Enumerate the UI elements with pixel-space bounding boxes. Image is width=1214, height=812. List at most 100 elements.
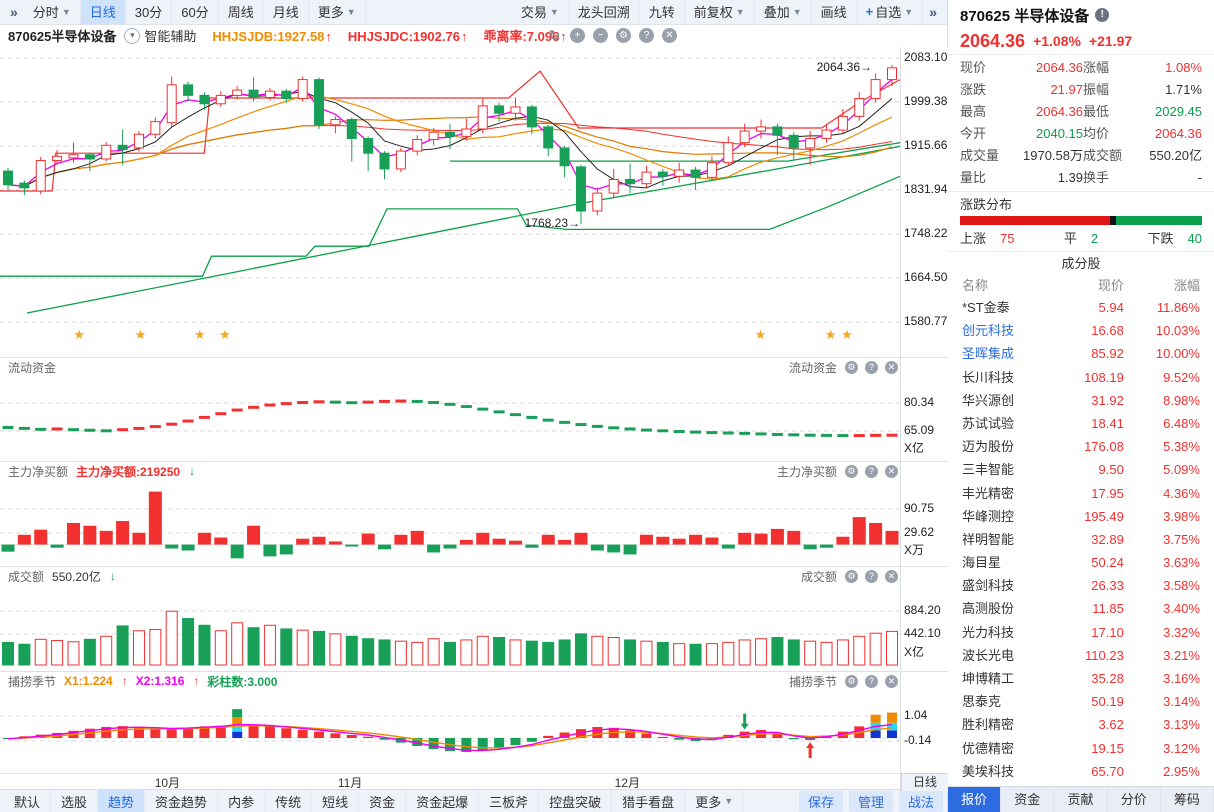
strategy-tab-默认[interactable]: 默认: [4, 790, 52, 812]
stock-name[interactable]: 高测股份: [962, 601, 1015, 617]
period-tab-60分[interactable]: 60分: [172, 0, 219, 24]
period-label[interactable]: 日线: [901, 772, 948, 791]
action-button-管理[interactable]: 管理: [848, 790, 893, 812]
stock-name[interactable]: 思泰克: [962, 694, 1002, 710]
constituent-row[interactable]: 优德精密 19.15 3.12%: [948, 737, 1214, 760]
period-tab-周线[interactable]: 周线: [219, 0, 264, 24]
constituent-row[interactable]: 胜利精密 3.62 3.13%: [948, 713, 1214, 736]
tool-tab-九转[interactable]: 九转: [640, 0, 685, 24]
tool-tab-交易[interactable]: 交易 ▼: [512, 0, 569, 24]
period-tab-30分[interactable]: 30分: [126, 0, 173, 24]
constituent-row[interactable]: 长川科技 108.19 9.52%: [948, 366, 1214, 389]
stock-name[interactable]: 三丰智能: [962, 462, 1015, 478]
constituent-row[interactable]: 苏试试验 18.41 6.48%: [948, 412, 1214, 435]
constituent-row[interactable]: 迈为股份 176.08 5.38%: [948, 435, 1214, 458]
stock-name[interactable]: 波长光电: [962, 647, 1015, 663]
quote-tab-贡献[interactable]: 贡献: [1054, 787, 1108, 812]
toolbar-overflow-icon[interactable]: »: [929, 3, 937, 20]
strategy-tab-资金[interactable]: 资金: [359, 790, 407, 812]
strategy-tab-控盘突破[interactable]: 控盘突破: [539, 790, 613, 812]
action-button-战法[interactable]: 战法: [898, 790, 943, 812]
smart-assistant-button[interactable]: 智能辅助: [144, 29, 197, 45]
stock-name[interactable]: 华峰测控: [962, 508, 1015, 524]
stock-name[interactable]: 胜利精密: [962, 717, 1015, 733]
constituent-row[interactable]: 海目星 50.24 3.63%: [948, 551, 1214, 574]
column-header-3[interactable]: 涨幅: [1173, 278, 1200, 293]
tool-tab-龙头回溯[interactable]: 龙头回溯: [569, 0, 640, 24]
period-tab-更多[interactable]: 更多 ▼: [309, 0, 366, 24]
constituent-row[interactable]: 美埃科技 65.70 2.95%: [948, 760, 1214, 783]
strategy-tab-三板斧[interactable]: 三板斧: [479, 790, 540, 812]
constituent-row[interactable]: 圣晖集成 85.92 10.00%: [948, 342, 1214, 365]
quote-tab-筹码[interactable]: 筹码: [1161, 787, 1214, 812]
stock-name[interactable]: *ST金泰: [962, 300, 1010, 315]
stock-name[interactable]: 长川科技: [962, 369, 1015, 385]
period-tab-分时[interactable]: 分时 ▼: [24, 0, 81, 24]
strategy-tab-猎手看盘[interactable]: 猎手看盘: [612, 790, 686, 812]
stock-name[interactable]: 圣晖集成: [962, 346, 1015, 362]
constituent-row[interactable]: 华兴源创 31.92 8.98%: [948, 389, 1214, 412]
gear-icon[interactable]: ⚙: [845, 360, 858, 374]
stock-name[interactable]: 创元科技: [962, 323, 1015, 339]
constituent-row[interactable]: 创元科技 16.68 10.03%: [948, 319, 1214, 342]
stock-name[interactable]: 盛剑科技: [962, 578, 1015, 594]
strategy-tab-选股[interactable]: 选股: [51, 790, 99, 812]
tool-tab-叠加[interactable]: 叠加 ▼: [755, 0, 812, 24]
column-header-2[interactable]: 现价: [1097, 278, 1124, 293]
strategy-tab-资金趋势[interactable]: 资金趋势: [145, 790, 219, 812]
constituent-row[interactable]: 波长光电 110.23 3.21%: [948, 644, 1214, 667]
gear-icon[interactable]: ⚙: [845, 674, 858, 688]
period-tab-月线[interactable]: 月线: [264, 0, 309, 24]
stock-name[interactable]: 海目星: [962, 555, 1002, 571]
close-icon[interactable]: ✕: [885, 674, 898, 688]
info-icon[interactable]: !: [1095, 8, 1110, 22]
period-tab-日线[interactable]: 日线: [80, 0, 126, 24]
strategy-tab-更多[interactable]: 更多 ▼: [685, 790, 745, 812]
tool-tab-自选[interactable]: + 自选 ▼: [857, 0, 924, 24]
stock-name[interactable]: 优德精密: [962, 740, 1015, 756]
tool-tab-画线[interactable]: 画线: [812, 0, 857, 24]
strategy-tab-资金起爆[interactable]: 资金起爆: [406, 790, 480, 812]
quote-tab-资金[interactable]: 资金: [1001, 787, 1055, 812]
minus-icon[interactable]: −: [593, 27, 608, 43]
stock-name[interactable]: 迈为股份: [962, 439, 1015, 455]
close-icon[interactable]: ✕: [662, 27, 677, 43]
gear-icon[interactable]: ⚙: [845, 464, 858, 478]
stock-name[interactable]: 坤博精工: [962, 671, 1015, 686]
strategy-tab-内参[interactable]: 内参: [218, 790, 266, 812]
strategy-tab-传统[interactable]: 传统: [265, 790, 313, 812]
constituent-row[interactable]: *ST金泰 5.94 11.86%: [948, 296, 1214, 319]
stock-name[interactable]: 华兴源创: [962, 392, 1015, 408]
stock-name[interactable]: 美埃科技: [962, 763, 1015, 779]
constituent-row[interactable]: 高测股份 11.85 3.40%: [948, 597, 1214, 620]
help-icon[interactable]: ?: [865, 464, 878, 478]
quote-tab-报价[interactable]: 报价: [948, 787, 1002, 812]
gear-icon[interactable]: ⚙: [616, 27, 631, 43]
column-header-1[interactable]: 名称: [962, 278, 989, 293]
refresh-icon[interactable]: ↻: [548, 26, 561, 43]
close-icon[interactable]: ✕: [885, 360, 898, 374]
stock-name[interactable]: 苏试试验: [962, 415, 1015, 431]
constituent-row[interactable]: 坤博精工 35.28 3.16%: [948, 667, 1214, 690]
collapse-panel-icon[interactable]: »: [10, 3, 18, 20]
action-button-保存[interactable]: 保存: [798, 790, 843, 812]
strategy-tab-趋势[interactable]: 趋势: [98, 790, 146, 812]
constituent-row[interactable]: 祥明智能 32.89 3.75%: [948, 528, 1214, 551]
constituent-row[interactable]: 丰光精密 17.95 4.36%: [948, 482, 1214, 505]
constituent-row[interactable]: 光力科技 17.10 3.32%: [948, 621, 1214, 644]
help-icon[interactable]: ?: [865, 569, 878, 583]
constituent-row[interactable]: 思泰克 50.19 3.14%: [948, 690, 1214, 713]
strategy-tab-短线[interactable]: 短线: [312, 790, 360, 812]
close-icon[interactable]: ✕: [885, 569, 898, 583]
stock-name[interactable]: 丰光精密: [962, 485, 1015, 501]
gear-icon[interactable]: ⚙: [845, 569, 858, 583]
chart-area[interactable]: ★ ★ ★ ★ ★ ★ ★ 2064.36→ 1768.23→ 日线 2083.10 1999…: [0, 46, 948, 791]
constituent-row[interactable]: 三丰智能 9.50 5.09%: [948, 458, 1214, 481]
close-icon[interactable]: ✕: [885, 464, 898, 478]
tool-tab-前复权[interactable]: 前复权 ▼: [685, 0, 755, 24]
quote-tab-分价[interactable]: 分价: [1108, 787, 1161, 812]
stock-name[interactable]: 祥明智能: [962, 531, 1015, 547]
help-icon[interactable]: ?: [865, 360, 878, 374]
constituent-row[interactable]: 华峰测控 195.49 3.98%: [948, 505, 1214, 528]
chevron-down-icon[interactable]: ▾: [124, 27, 141, 44]
